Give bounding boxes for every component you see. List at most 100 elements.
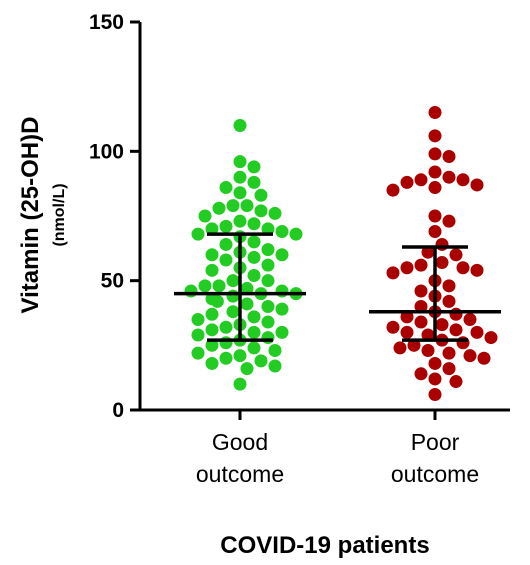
data-point [457,261,470,274]
data-point [276,248,289,261]
data-point [248,217,261,230]
data-point [220,238,233,251]
data-point [443,295,456,308]
y-tick-label: 100 [89,140,124,163]
data-point [248,310,261,323]
data-point [429,225,442,238]
data-point [220,336,233,349]
data-point [276,303,289,316]
y-tick-label: 150 [89,11,124,34]
data-point [248,341,261,354]
data-point [220,253,233,266]
data-point [415,173,428,186]
data-point [443,279,456,292]
data-point [429,129,442,142]
data-point [255,189,268,202]
data-point [206,264,219,277]
data-point [415,316,428,329]
data-point [429,357,442,370]
data-point [206,323,219,336]
data-point [290,228,303,241]
data-point [387,266,400,279]
data-point [241,362,254,375]
data-point [227,274,240,287]
data-point [192,347,205,360]
data-point [429,166,442,179]
data-point [443,362,456,375]
data-point [213,279,226,292]
data-point [429,181,442,194]
data-point [241,199,254,212]
data-point [436,318,449,331]
data-point [429,210,442,223]
data-point [227,290,240,303]
data-point [199,279,212,292]
data-point [429,388,442,401]
data-point [450,323,463,336]
x-axis-title: COVID-19 patients [220,532,429,559]
data-point [276,326,289,339]
data-point [415,259,428,272]
data-point [262,331,275,344]
data-point [248,269,261,282]
data-point [269,360,282,373]
data-point [436,238,449,251]
data-point [429,147,442,160]
data-point [443,347,456,360]
data-point [185,285,198,298]
data-point [248,235,261,248]
data-point [457,336,470,349]
data-point [206,248,219,261]
data-point [429,106,442,119]
data-point [276,225,289,238]
data-point [401,176,414,189]
data-point [248,160,261,173]
data-point [248,251,261,264]
data-point [262,243,275,256]
data-point [450,308,463,321]
data-point [213,202,226,215]
data-point [485,331,498,344]
data-point [471,178,484,191]
y-tick-label: 50 [101,270,124,293]
data-point [429,372,442,385]
data-point [443,171,456,184]
data-point [471,326,484,339]
data-point [269,344,282,357]
y-axis-title: Vitamin (25-OH)D [17,117,44,314]
data-point [415,367,428,380]
data-points [185,106,498,401]
data-point [234,171,247,184]
data-point [211,295,224,308]
data-point [255,354,268,367]
y-axis-unit: (nmol/L) [51,183,68,246]
data-point [199,210,212,223]
data-point [436,256,449,269]
data-point [248,176,261,189]
axes: 0 50 100 150 Good outcome Poor outcome [89,11,510,487]
data-point [387,321,400,334]
x-tick-label: outcome [391,461,479,487]
data-point [220,220,233,233]
data-point [457,173,470,186]
data-point [269,207,282,220]
data-point [220,352,233,365]
data-point [387,184,400,197]
data-point [415,285,428,298]
data-point [401,326,414,339]
data-point [227,305,240,318]
data-point [471,264,484,277]
x-tick-label: Poor [411,429,460,455]
data-point [478,352,491,365]
data-point [192,228,205,241]
data-point [443,215,456,228]
data-point [248,326,261,339]
data-point [241,297,254,310]
y-tick-label: 0 [112,399,124,422]
data-point [220,321,233,334]
data-point [192,328,205,341]
data-point [192,313,205,326]
data-point [234,378,247,391]
data-point [255,204,268,217]
